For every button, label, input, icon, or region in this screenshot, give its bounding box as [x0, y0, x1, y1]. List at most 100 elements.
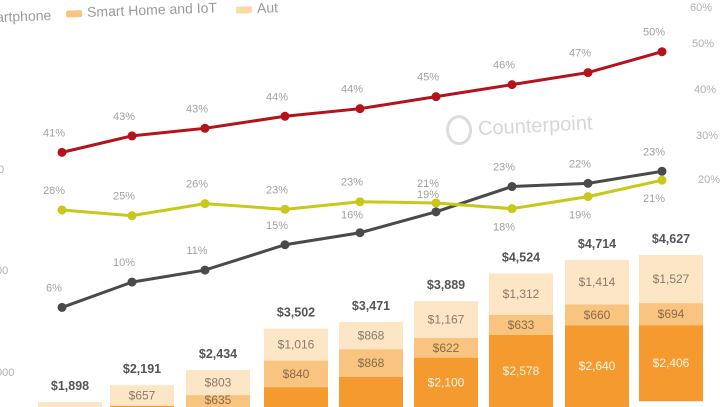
line-data-label: 46%: [493, 60, 515, 72]
bar-segment-bottom: [264, 387, 328, 407]
line-point-yellow: [57, 205, 67, 215]
legend-label: Aut: [256, 0, 279, 16]
line-data-label: 21%: [643, 193, 665, 205]
line-data-label: 18%: [493, 222, 515, 234]
line-point-gray: [355, 228, 365, 238]
legend-item-smart-home: Smart Home and IoT: [65, 0, 217, 21]
bar-segment-label: $657: [129, 389, 156, 403]
bar-segment-top: [38, 402, 102, 407]
line-data-label: 19%: [417, 189, 439, 201]
line-data-label: 10%: [113, 257, 135, 269]
line-data-label: 45%: [417, 72, 439, 84]
line-data-label: 26%: [186, 179, 208, 191]
line-point-yellow: [355, 197, 365, 207]
bar-segment-label: $1,016: [278, 338, 315, 352]
bar-segment-top: [110, 385, 174, 407]
line-point-red: [507, 80, 517, 90]
bar-segment-label: $622: [433, 341, 460, 355]
line-point-red: [127, 131, 137, 141]
line-point-red: [431, 92, 441, 102]
line-point-yellow: [280, 204, 290, 214]
line-data-label: 43%: [113, 111, 135, 123]
line-data-label: 23%: [493, 162, 515, 174]
line-point-red: [200, 123, 210, 133]
line-point-yellow: [507, 204, 517, 214]
bar-segment-bottom: [339, 376, 403, 407]
left-axis-tick: 00: [0, 265, 9, 277]
bar-segment-label: $660: [584, 308, 611, 322]
bar-segment-bottom: [110, 405, 174, 407]
bar-segment-middle: [414, 337, 478, 358]
line-point-red: [657, 47, 667, 57]
legend-swatch: [235, 5, 253, 14]
line-point-gray: [127, 277, 137, 287]
bar-total-label: $2,191: [123, 362, 161, 376]
bar-segment-label: $2,578: [503, 364, 540, 378]
line-point-yellow: [200, 199, 210, 209]
line-point-yellow: [127, 211, 137, 221]
line-data-label: 43%: [186, 103, 208, 115]
bar-segment-label: $868: [358, 329, 385, 343]
line-data-label: 41%: [43, 127, 65, 139]
bar-total-label: $4,714: [578, 237, 616, 251]
line-point-red: [280, 111, 290, 121]
line-point-yellow: [657, 175, 667, 185]
legend-item-third: Aut: [235, 0, 279, 17]
line-data-label: 23%: [341, 177, 363, 189]
line-data-label: 44%: [341, 84, 363, 96]
line-data-label: 28%: [43, 185, 65, 197]
line-point-red: [583, 68, 593, 78]
bar-total-label: $3,889: [427, 278, 465, 292]
line-point-red: [355, 104, 365, 114]
line-data-label: 47%: [569, 48, 591, 60]
legend-label: artphone: [0, 7, 52, 25]
bar-segment-label: $1,527: [653, 272, 690, 286]
watermark-text: Counterpoint: [477, 111, 593, 140]
line-data-label: 44%: [266, 91, 288, 103]
line-point-yellow: [583, 192, 593, 202]
right-axis-tick: 40%: [694, 84, 717, 96]
bar-segment-bottom: [414, 357, 478, 407]
right-axis-tick: 60%: [690, 2, 713, 14]
bar-segment-label: $2,100: [428, 375, 465, 389]
line-data-label: 16%: [341, 210, 363, 222]
bar-total-label: $3,502: [277, 306, 315, 320]
bar-total-label: $1,898: [51, 379, 89, 393]
legend: artphone Smart Home and IoT Aut: [0, 0, 720, 30]
bar-segment-label: $1,312: [503, 287, 540, 301]
left-axis-tick: 000: [0, 367, 15, 379]
line-data-label: 21%: [417, 178, 439, 190]
line-point-gray: [507, 182, 517, 192]
logo-icon: [445, 114, 473, 146]
bar-segment-middle: [339, 349, 403, 377]
bar-segment-label: $2,406: [653, 356, 690, 370]
bar-segment-middle: [565, 304, 629, 326]
legend-item-smartphone: artphone: [0, 7, 52, 25]
line-data-label: 50%: [643, 27, 665, 39]
bar-segment-bottom: [565, 325, 629, 407]
line-point-gray: [431, 207, 441, 217]
line-data-label: 23%: [266, 184, 288, 196]
bar-segment-middle: [489, 314, 553, 335]
bar-segment-label: $2,640: [579, 359, 616, 373]
right-axis-tick: 20%: [698, 174, 720, 186]
line-data-label: 6%: [46, 282, 62, 294]
bar-total-label: $3,471: [352, 299, 390, 313]
bar-segment-label: $1,167: [428, 313, 465, 327]
line-data-label: 19%: [569, 210, 591, 222]
line-point-gray: [280, 240, 290, 250]
line-data-label: 15%: [266, 220, 288, 232]
bar-segment-label: $803: [205, 376, 232, 390]
bar-total-label: $4,627: [652, 232, 690, 246]
line-point-gray: [583, 178, 593, 188]
bar-segment-label: $868: [358, 356, 385, 370]
line-data-label: 23%: [643, 146, 665, 158]
bar-segment-middle: [639, 303, 703, 326]
legend-swatch: [65, 9, 83, 18]
bar-total-label: $4,524: [502, 250, 540, 264]
line-point-gray: [200, 265, 210, 275]
line-point-red: [57, 147, 67, 157]
line-point-gray: [657, 166, 667, 176]
bar-segment-label: $840: [283, 367, 310, 381]
